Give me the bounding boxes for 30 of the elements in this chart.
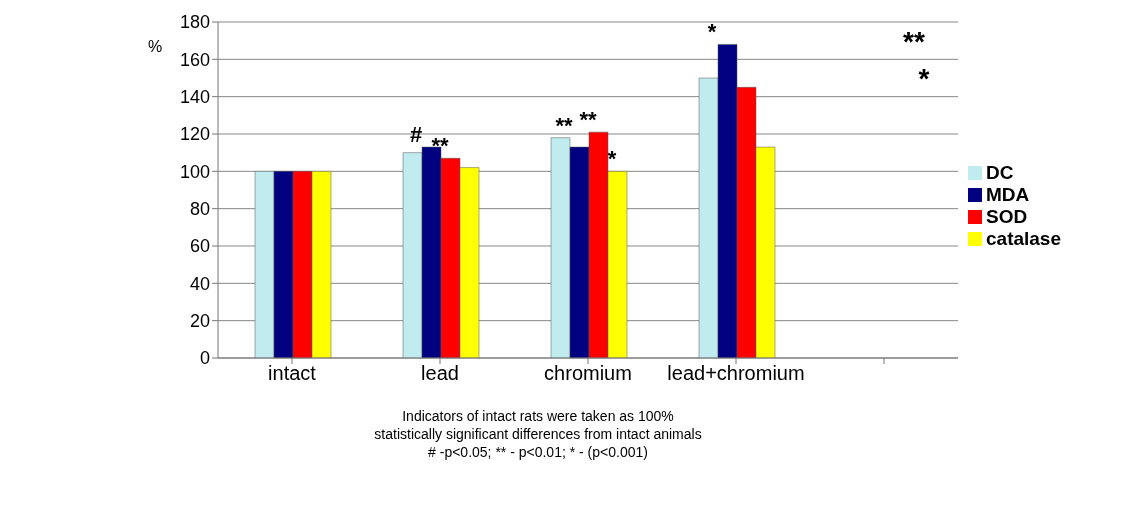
legend-label: MDA — [986, 183, 1030, 205]
legend-label: catalase — [986, 227, 1062, 249]
y-tick-label: 100 — [179, 161, 210, 182]
legend-label: DC — [986, 161, 1014, 183]
y-tick-label: 60 — [189, 236, 210, 257]
y-axis-title: % — [148, 38, 163, 56]
legend-label: SOD — [986, 205, 1028, 227]
x-tick-label: lead+chromium — [667, 362, 805, 385]
y-tick-label: 140 — [179, 87, 210, 108]
annotation: ** — [431, 133, 449, 159]
text: # -p<0.05; ** - p<0.01; * - (p<0.001) — [427, 443, 649, 461]
x-tick-label: chromium — [544, 362, 632, 385]
y-tick-label: 20 — [189, 311, 210, 332]
annotation: * — [918, 62, 930, 94]
x-tick-label: intact — [268, 362, 317, 385]
y-tick-label: 180 — [179, 12, 210, 33]
y-tick-label: 80 — [189, 199, 210, 220]
y-tick-label: 120 — [179, 124, 210, 145]
x-tick-label: lead — [421, 362, 459, 385]
annotation: ** — [903, 25, 925, 57]
y-tick-label: 160 — [179, 49, 210, 70]
annotation: ** — [555, 112, 573, 138]
annotation: * — [607, 146, 617, 172]
annotation: # — [409, 122, 423, 148]
text: statistically significant differences from intact animals — [373, 425, 703, 443]
y-tick-label: 40 — [189, 273, 210, 294]
annotation: ** — [579, 107, 597, 133]
y-tick-label: 0 — [199, 348, 210, 369]
annotation: * — [707, 19, 717, 45]
text: Indicators of intact rats were taken as 100% — [401, 407, 675, 425]
